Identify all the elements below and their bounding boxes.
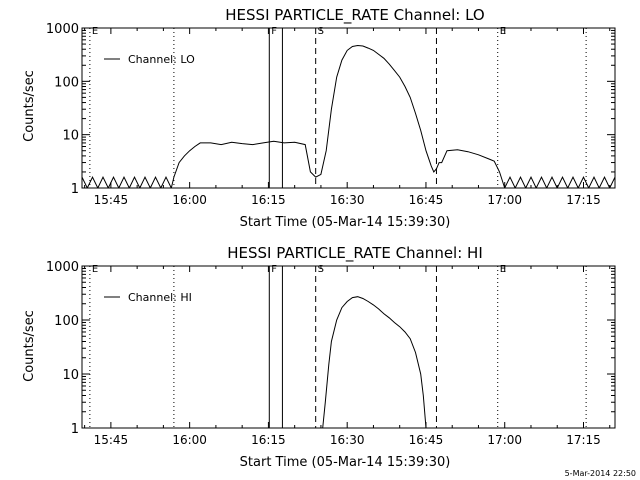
y-tick-label: 100 bbox=[54, 75, 79, 90]
x-tick-label: 16:45 bbox=[409, 433, 444, 447]
marker-label: E bbox=[500, 264, 506, 275]
x-tick-label: 16:30 bbox=[330, 193, 365, 207]
axis-ticks bbox=[82, 27, 615, 189]
marker-label: S bbox=[318, 26, 324, 37]
series-line bbox=[82, 44, 615, 188]
x-tick-label: 17:00 bbox=[487, 433, 522, 447]
legend: Channel: HI bbox=[104, 291, 192, 304]
x-tick-label: 16:00 bbox=[172, 433, 207, 447]
x-tick-label: 15:45 bbox=[94, 193, 129, 207]
legend-entry: Channel: HI bbox=[128, 291, 192, 304]
chart-title: HESSI PARTICLE_RATE Channel: HI bbox=[227, 244, 483, 263]
x-tick-label: 17:00 bbox=[487, 193, 522, 207]
marker-label: F bbox=[271, 26, 277, 37]
x-tick-label: 17:15 bbox=[566, 433, 601, 447]
x-axis-label: Start Time (05-Mar-14 15:39:30) bbox=[240, 455, 451, 470]
y-tick-label: 1 bbox=[71, 422, 79, 437]
y-tick-label: 100 bbox=[54, 314, 79, 329]
footer-timestamp: 5-Mar-2014 22:50 bbox=[565, 469, 636, 478]
y-axis-label: Counts/sec bbox=[22, 310, 37, 382]
y-tick-label: 10 bbox=[62, 129, 79, 144]
y-tick-label: 10 bbox=[62, 368, 79, 383]
y-tick-label: 1000 bbox=[46, 260, 79, 275]
y-tick-label: 1000 bbox=[46, 22, 79, 37]
series-line bbox=[322, 296, 427, 428]
plot-area bbox=[89, 266, 587, 428]
legend: Channel: LO bbox=[104, 53, 195, 66]
x-tick-label: 16:00 bbox=[172, 193, 207, 207]
plot-area bbox=[82, 28, 615, 188]
x-tick-label: 16:15 bbox=[251, 193, 286, 207]
y-tick-label: 1 bbox=[71, 182, 79, 197]
x-axis-label: Start Time (05-Mar-14 15:39:30) bbox=[240, 215, 451, 230]
marker-label: F bbox=[271, 264, 277, 275]
plot-frame bbox=[81, 265, 616, 429]
x-tick-label: 15:45 bbox=[94, 433, 129, 447]
x-tick-label: 17:15 bbox=[566, 193, 601, 207]
chart-panel-hi: HESSI PARTICLE_RATE Channel: HI Counts/s… bbox=[22, 244, 616, 470]
x-tick-label: 16:15 bbox=[251, 433, 286, 447]
marker-label: E bbox=[92, 264, 98, 275]
chart-panel-lo: HESSI PARTICLE_RATE Channel: LO Counts/s… bbox=[22, 6, 616, 230]
marker-label: E bbox=[500, 26, 506, 37]
plot-frame bbox=[81, 27, 616, 189]
y-axis-label: Counts/sec bbox=[22, 70, 37, 142]
marker-label: E bbox=[92, 26, 98, 37]
marker-label: S bbox=[318, 264, 324, 275]
chart-title: HESSI PARTICLE_RATE Channel: LO bbox=[225, 6, 484, 25]
x-tick-label: 16:30 bbox=[330, 433, 365, 447]
legend-entry: Channel: LO bbox=[128, 53, 195, 66]
x-tick-label: 16:45 bbox=[409, 193, 444, 207]
